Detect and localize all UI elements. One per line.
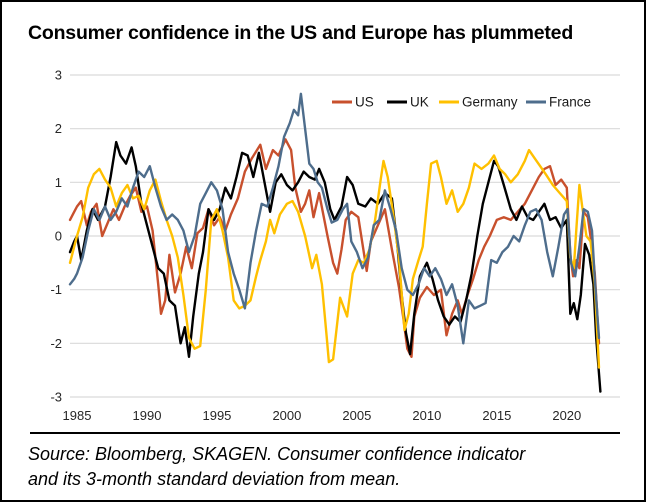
legend-label-uk: UK xyxy=(410,95,429,110)
y-tick-label: 2 xyxy=(55,121,62,136)
x-tick-label: 2000 xyxy=(272,408,301,423)
x-tick-label: 1985 xyxy=(63,408,92,423)
x-tick-label: 2005 xyxy=(342,408,371,423)
chart-title: Consumer confidence in the US and Europe… xyxy=(28,22,574,44)
legend-label-germany: Germany xyxy=(462,95,518,110)
legend-label-us: US xyxy=(355,95,374,110)
y-tick-label: 3 xyxy=(55,68,62,83)
source-note-line1: Source: Bloomberg, SKAGEN. Consumer conf… xyxy=(28,444,526,464)
y-tick-label: -2 xyxy=(50,336,62,351)
y-tick-label: 0 xyxy=(55,229,62,244)
x-tick-label: 1990 xyxy=(133,408,162,423)
series-line-us xyxy=(68,138,601,358)
x-tick-label: 1995 xyxy=(202,408,231,423)
x-tick-label: 2020 xyxy=(552,408,581,423)
y-tick-label: 1 xyxy=(55,175,62,190)
source-note-line2: and its 3-month standard deviation from … xyxy=(28,469,401,489)
series-line-uk xyxy=(68,140,602,393)
divider-line xyxy=(30,432,620,434)
x-tick-label: 2010 xyxy=(412,408,441,423)
series-line-france xyxy=(68,92,601,345)
x-tick-label: 2015 xyxy=(482,408,511,423)
y-tick-label: -3 xyxy=(50,390,62,405)
series-line-germany xyxy=(68,148,601,369)
legend-label-france: France xyxy=(549,95,591,110)
y-tick-label: -1 xyxy=(50,282,62,297)
source-note: Source: Bloomberg, SKAGEN. Consumer conf… xyxy=(28,442,628,492)
